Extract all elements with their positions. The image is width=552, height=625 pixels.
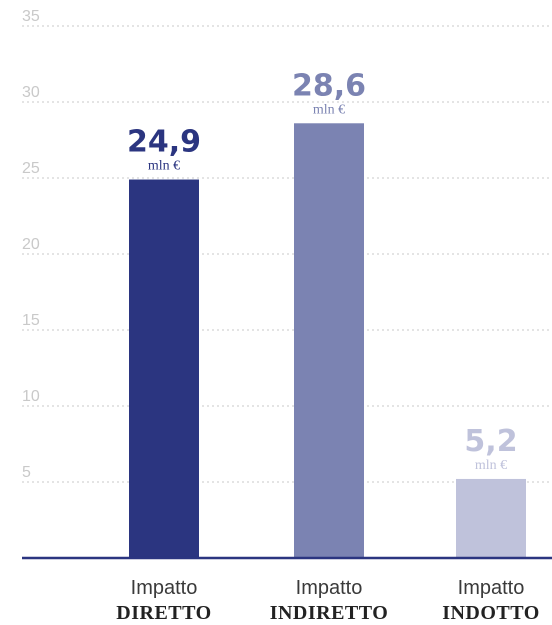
category-labels: Impatto DIRETTO Impatto INDIRETTO Impatto IND…: [116, 577, 540, 624]
category-label-line1: Impatto: [458, 577, 525, 599]
bar-unit-label: mln €: [148, 159, 180, 174]
y-tick-label: 5: [22, 464, 31, 481]
category-label-line1: Impatto: [296, 577, 363, 599]
bar: [129, 179, 199, 558]
bar-value-label: 28,6: [292, 68, 366, 103]
bar-unit-label: mln €: [313, 102, 345, 117]
bar-value-label: 24,9: [127, 125, 201, 160]
category-label-line2: INDOTTO: [442, 602, 540, 624]
bar-value-label: 5,2: [464, 424, 517, 459]
y-tick-label: 20: [22, 236, 40, 253]
y-tick-label: 25: [22, 160, 40, 177]
category-label-line2: INDIRETTO: [270, 602, 389, 624]
y-tick-label: 10: [22, 388, 40, 405]
bar: [294, 123, 364, 558]
bar-unit-label: mln €: [475, 458, 507, 473]
gridlines: [22, 25, 552, 483]
bars: [129, 123, 526, 558]
bar: [456, 478, 526, 558]
category-label-line2: DIRETTO: [116, 602, 211, 624]
y-tick-label: 15: [22, 312, 40, 329]
y-tick-labels: 5 10 15 20 25 30 35: [22, 8, 40, 481]
y-tick-label: 30: [22, 84, 40, 101]
y-tick-label: 35: [22, 8, 40, 25]
category-label-line1: Impatto: [131, 577, 198, 599]
